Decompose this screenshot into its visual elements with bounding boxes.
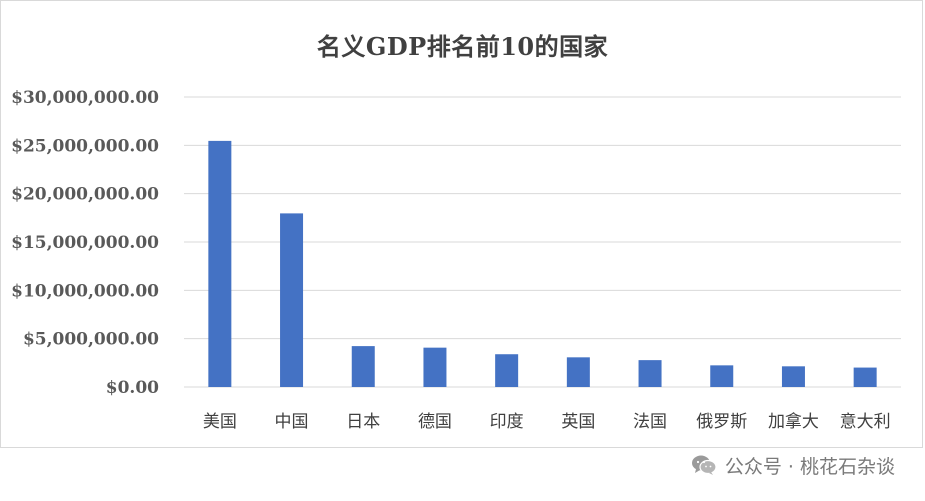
watermark-text: 公众号 · 桃花石杂谈 (724, 455, 895, 478)
wechat-icon (691, 454, 717, 476)
bar (566, 357, 590, 387)
bar (638, 360, 662, 387)
x-tick-label: 英国 (561, 412, 595, 432)
x-tick-label: 意大利 (840, 412, 891, 432)
bar (853, 367, 877, 387)
x-tick-label: 印度 (490, 412, 524, 432)
x-tick-label: 法国 (633, 412, 667, 432)
bar (208, 140, 232, 387)
x-tick-label: 中国 (275, 412, 309, 432)
bar (280, 213, 304, 387)
bar (710, 365, 734, 387)
y-tick-label: $20,000,000.00 (11, 185, 159, 205)
y-tick-label: $10,000,000.00 (11, 281, 159, 301)
y-tick-label: $0.00 (106, 378, 159, 398)
bar (423, 347, 447, 387)
chart-title: 名义GDP排名前10的国家 (316, 32, 609, 61)
bar (781, 366, 805, 387)
x-tick-label: 日本 (346, 412, 380, 432)
bar (495, 354, 519, 387)
y-tick-label: $30,000,000.00 (11, 88, 159, 108)
bar-chart: $0.00 $5,000,000.00 $10,000,000.00 $15,000,… (11, 88, 901, 432)
chart-frame (0, 0, 923, 448)
x-tick-label: 美国 (203, 412, 237, 432)
y-tick-label: $5,000,000.00 (23, 330, 159, 350)
bar (351, 346, 375, 387)
y-tick-label: $15,000,000.00 (11, 233, 159, 253)
x-tick-label: 俄罗斯 (696, 412, 747, 432)
x-tick-label: 加拿大 (768, 411, 819, 432)
x-tick-label: 德国 (418, 412, 452, 432)
watermark: 公众号 · 桃花石杂谈 (691, 450, 895, 480)
y-tick-label: $25,000,000.00 (11, 136, 159, 156)
